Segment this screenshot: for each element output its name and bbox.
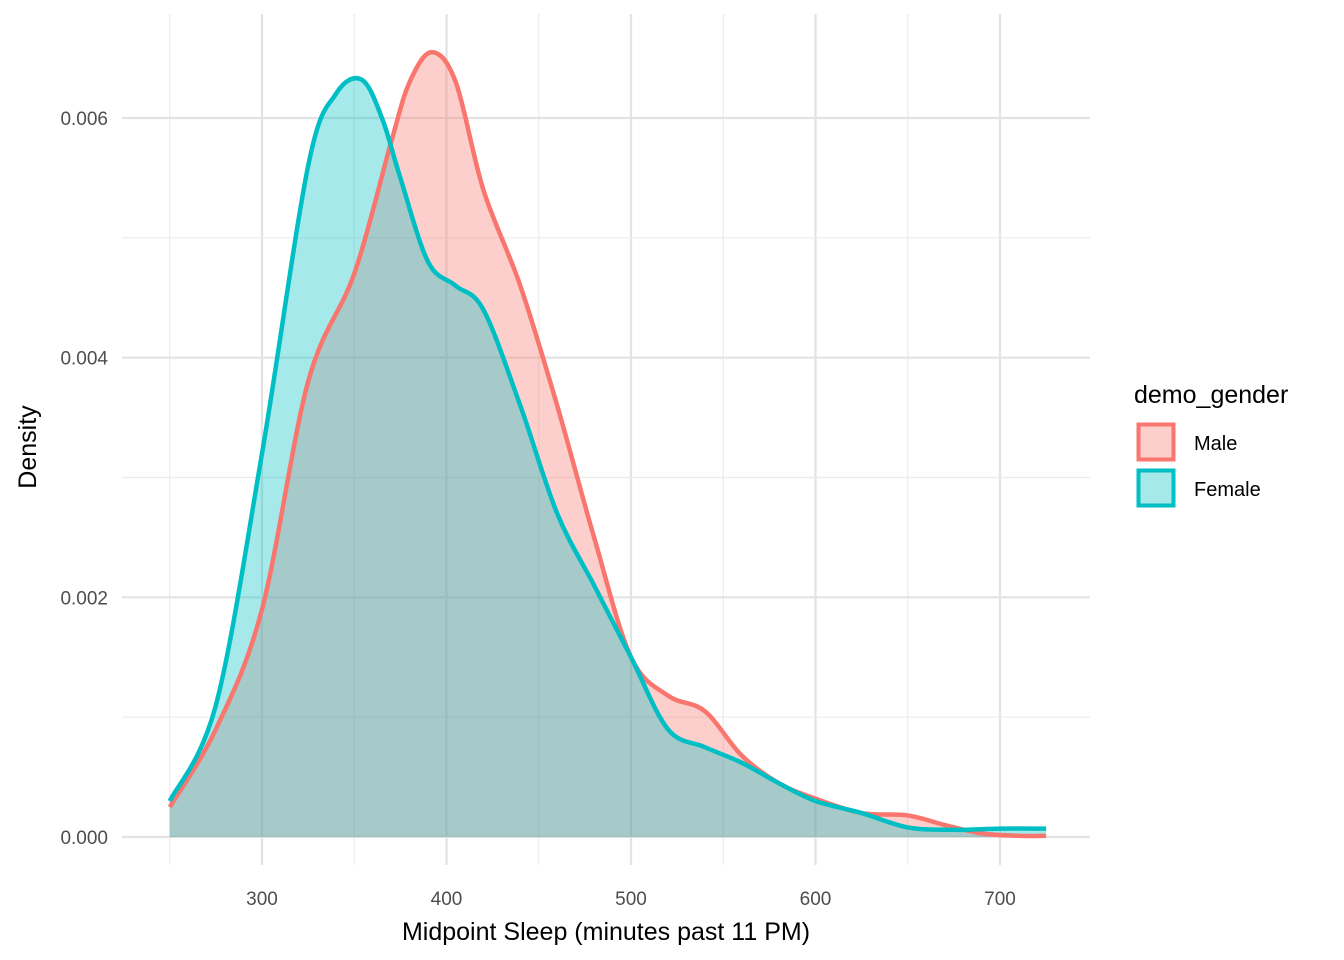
grid <box>122 14 1090 865</box>
y-tick-label: 0.000 <box>60 828 108 849</box>
y-tick-label: 0.002 <box>60 588 108 609</box>
y-axis-title: Density <box>14 405 42 489</box>
legend-title: demo_gender <box>1134 381 1288 409</box>
legend-key-bg <box>1137 469 1175 507</box>
y-tick-label: 0.006 <box>60 109 108 130</box>
legend-label-female: Female <box>1194 479 1261 501</box>
legend-item-male: Male <box>1136 422 1237 462</box>
x-axis-title: Midpoint Sleep (minutes past 11 PM) <box>402 918 810 946</box>
density-areas <box>169 52 1047 837</box>
x-tick-label: 500 <box>615 889 647 910</box>
legend-items: Male Female <box>1136 422 1261 508</box>
density-area-male <box>169 52 1047 837</box>
x-tick-label: 600 <box>800 889 832 910</box>
x-tick-label: 400 <box>431 889 463 910</box>
x-axis-ticks: 300 400 500 600 700 <box>246 889 1016 910</box>
legend-swatch-female <box>1136 468 1176 508</box>
legend: demo_gender Male Female <box>1134 381 1288 508</box>
x-tick-label: 300 <box>246 889 278 910</box>
density-lines <box>167 49 1047 839</box>
y-tick-label: 0.004 <box>60 349 108 370</box>
density-line-female <box>167 75 1047 833</box>
legend-label-male: Male <box>1194 433 1237 455</box>
y-axis-ticks: 0.000 0.002 0.004 0.006 <box>60 109 108 849</box>
x-tick-label: 700 <box>984 889 1016 910</box>
density-line-male <box>167 49 1047 839</box>
legend-item-female: Female <box>1136 468 1261 508</box>
legend-swatch-male <box>1136 422 1176 462</box>
density-area-female <box>169 78 1047 837</box>
legend-key-bg <box>1137 423 1175 461</box>
